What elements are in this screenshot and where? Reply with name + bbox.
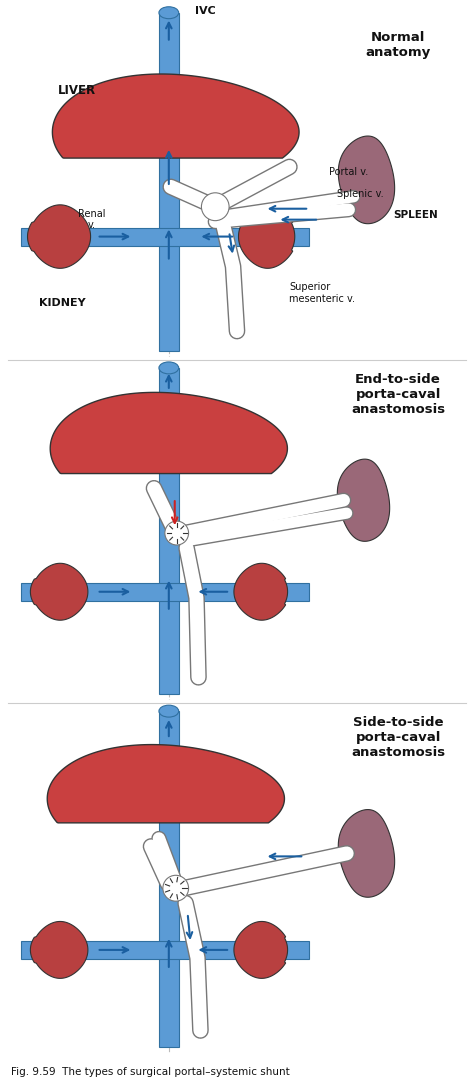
Ellipse shape (159, 362, 179, 374)
Text: End-to-side
porta-caval
anastomosis: End-to-side porta-caval anastomosis (351, 372, 445, 416)
Polygon shape (30, 564, 88, 620)
Text: KIDNEY: KIDNEY (39, 299, 85, 308)
Circle shape (201, 193, 229, 220)
Polygon shape (234, 921, 288, 978)
Text: SPLEEN: SPLEEN (393, 210, 438, 219)
Polygon shape (47, 745, 284, 823)
Polygon shape (50, 392, 287, 473)
Polygon shape (338, 809, 395, 897)
Text: Normal
anatomy: Normal anatomy (365, 30, 431, 59)
Bar (159, 368, 179, 694)
Bar (159, 711, 179, 1047)
Polygon shape (238, 205, 295, 268)
Polygon shape (337, 459, 390, 541)
Text: Portal v.: Portal v. (329, 167, 368, 177)
Polygon shape (30, 921, 88, 978)
Text: Splenic v.: Splenic v. (337, 189, 383, 199)
Bar (20, 583, 309, 601)
Text: IVC: IVC (195, 5, 216, 15)
Text: Superior
mesenteric v.: Superior mesenteric v. (290, 282, 356, 304)
Bar (159, 13, 179, 351)
Bar (20, 228, 309, 245)
Circle shape (163, 875, 189, 901)
Text: LIVER: LIVER (58, 84, 96, 97)
Ellipse shape (159, 705, 179, 717)
Bar (20, 940, 309, 959)
Text: Side-to-side
porta-caval
anastomosis: Side-to-side porta-caval anastomosis (351, 716, 445, 759)
Polygon shape (338, 136, 395, 224)
Circle shape (165, 521, 189, 545)
Text: Renal
v.: Renal v. (78, 209, 106, 230)
Polygon shape (27, 205, 91, 268)
Ellipse shape (159, 7, 179, 18)
Polygon shape (53, 74, 299, 159)
Polygon shape (234, 564, 288, 620)
Text: Fig. 9.59  The types of surgical portal–systemic shunt: Fig. 9.59 The types of surgical portal–s… (11, 1068, 290, 1077)
